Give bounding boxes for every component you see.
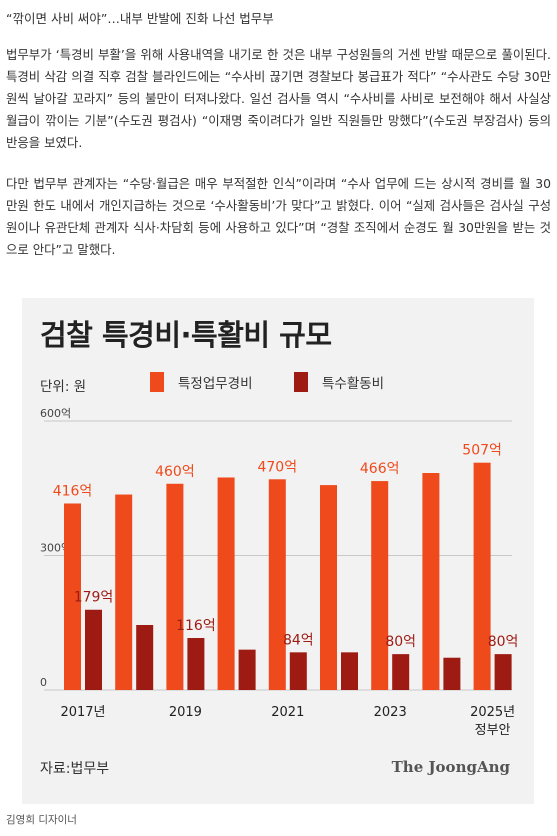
data-label-special-duty: 460억	[155, 464, 195, 480]
article-headline: “깎이면 사비 써야”…내부 반발에 진화 나선 법무부	[6, 11, 274, 26]
chart-figure: 검찰 특경비·특활비 규모 단위: 원 특정업무경비 특수활동비 0 300억 60…	[22, 298, 534, 804]
data-label-special-activity: 179억	[74, 590, 114, 606]
bar-chart: 0 300억 600억 416억 179억 2017년 460억 116억 2019 470억 84…	[40, 407, 519, 738]
chart-title: 검찰 특경비·특활비 규모	[40, 318, 332, 352]
bar-special-activity	[289, 652, 307, 690]
legend-swatch-special-duty	[150, 372, 164, 392]
y-tick-label: 600억	[40, 407, 71, 420]
x-tick-label: 2021	[271, 705, 304, 720]
bar-special-activity	[187, 637, 205, 690]
data-label-special-duty: 416억	[53, 483, 93, 499]
bar-special-duty	[217, 477, 235, 690]
bar-special-duty	[268, 479, 286, 690]
y-tick-label: 300억	[40, 542, 71, 555]
y-tick-label: 0	[40, 676, 47, 689]
bar-special-duty	[115, 494, 133, 690]
x-tick-label: 2023	[374, 705, 407, 720]
legend-label-special-activity: 특수활동비	[322, 376, 385, 392]
bar-special-duty	[320, 485, 337, 690]
data-label-special-duty: 470억	[257, 459, 297, 475]
article-paragraph-2: 다만 법무부 관계자는 “수당·월급은 매우 부적절한 인식”이라며 “수사 업…	[6, 176, 551, 257]
legend-item-special-activity: 특수활동비	[294, 372, 384, 392]
data-label-special-activity: 80억	[488, 634, 519, 650]
x-tick-label: 2025년	[470, 705, 515, 720]
designer-credit: 김영희 디자이너	[6, 814, 77, 826]
x-tick-sublabel: 정부안	[475, 723, 511, 738]
bar-special-duty	[64, 503, 81, 690]
legend-item-special-duty: 특정업무경비	[150, 372, 253, 392]
data-label-special-duty: 466억	[360, 461, 400, 477]
bar-special-activity	[85, 609, 102, 690]
article-paragraph-1: 법무부가 ‘특경비 부활’을 위해 사용내역을 내기로 한 것은 내부 구성원들…	[6, 47, 551, 150]
bar-special-duty	[473, 462, 491, 690]
source-label: 자료:법무부	[40, 761, 110, 777]
data-label-special-activity: 80억	[385, 634, 416, 650]
bar-special-duty	[371, 481, 389, 690]
bar-special-duty	[422, 473, 440, 690]
bar-special-activity	[238, 649, 256, 690]
x-tick-label: 2017년	[60, 705, 105, 720]
bar-special-activity	[494, 654, 512, 690]
data-label-special-duty: 507억	[462, 443, 502, 459]
unit-label: 단위: 원	[40, 379, 87, 395]
x-tick-label: 2019	[169, 705, 202, 720]
bar-special-activity	[136, 624, 154, 690]
bar-special-activity	[443, 657, 461, 690]
bar-special-activity	[392, 654, 410, 690]
data-label-special-activity: 116억	[176, 618, 216, 634]
legend-swatch-special-activity	[294, 372, 308, 392]
data-label-special-activity: 84억	[283, 632, 314, 648]
legend-label-special-duty: 특정업무경비	[178, 376, 253, 392]
brand-logo: The JoongAng	[391, 758, 510, 776]
bar-special-duty	[166, 483, 184, 690]
bar-special-activity	[341, 652, 358, 690]
